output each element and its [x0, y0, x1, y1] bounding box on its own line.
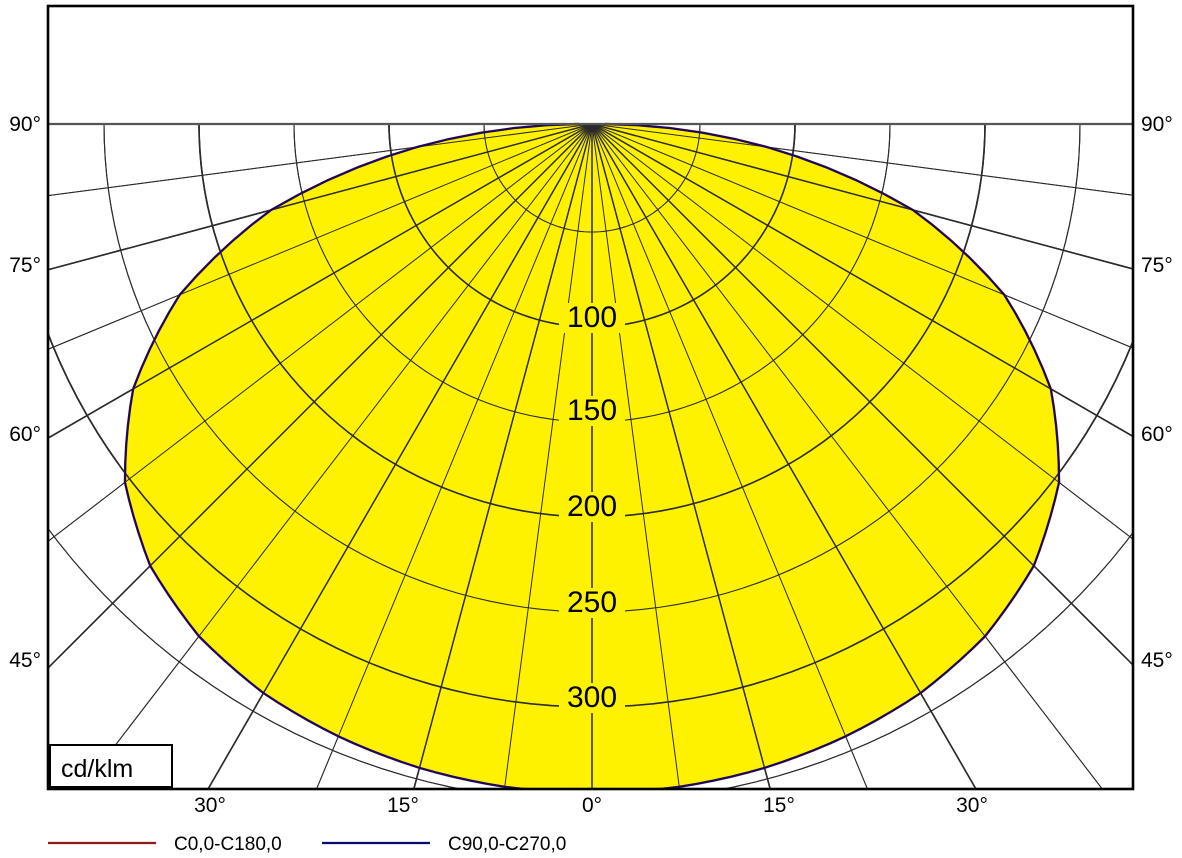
radial-scale-label: 300 — [567, 681, 617, 714]
unit-box-background — [49, 744, 173, 788]
grid-spoke — [48, 123, 593, 271]
grid-spoke — [81, 123, 593, 789]
grid-spoke — [48, 123, 593, 439]
grid-spoke — [316, 123, 593, 789]
left-axis-tick-label: 45° — [9, 649, 41, 672]
grid-spoke — [48, 123, 593, 670]
grid-spoke — [591, 123, 681, 789]
unit-box: cd/klm — [49, 744, 173, 788]
grid-spoke — [591, 123, 1133, 196]
right-axis-tick-label: 75° — [1141, 254, 1173, 277]
right-axis-tick-label: 90° — [1141, 113, 1173, 136]
grid-spoke — [591, 123, 771, 789]
radial-label-backdrop — [559, 396, 625, 426]
grid-spoke — [591, 123, 977, 789]
radial-scale-labels: 100 150 200 250 300 — [559, 301, 625, 714]
radial-label-backdrop — [559, 588, 625, 618]
radial-scale-label: 200 — [567, 490, 617, 523]
plot-frame — [46, 4, 1135, 791]
grid-spoke — [503, 123, 593, 789]
grid-spoke — [48, 123, 593, 197]
legend-entry-label: C90,0-C270,0 — [448, 834, 566, 855]
radial-scale-label: 100 — [567, 301, 617, 334]
grid-spoke — [591, 123, 868, 789]
grid-spoke — [591, 123, 1133, 667]
chart-legend: C0,0-C180,0 C90,0-C270,0 — [48, 834, 566, 855]
radial-label-backdrop — [559, 303, 625, 333]
radial-label-backdrop — [559, 492, 625, 522]
grid-spoke — [591, 123, 1103, 789]
right-axis-tick-label: 45° — [1141, 649, 1173, 672]
grid-spoke — [591, 123, 1133, 349]
bottom-axis-labels: 30° 15° 0° 15° 30° — [194, 794, 988, 817]
distribution-curve — [124, 123, 1060, 789]
left-axis-labels: 90° 75° 60° 45° — [9, 113, 41, 672]
unit-box-label: cd/klm — [61, 755, 133, 783]
grid-spoke — [207, 123, 593, 789]
grid-spoke — [48, 123, 593, 350]
radial-scale-label: 250 — [567, 586, 617, 619]
grid-spoke — [413, 123, 593, 789]
grid-spoke — [591, 123, 1133, 270]
radial-scale-label: 150 — [567, 394, 617, 427]
left-axis-tick-label: 90° — [9, 113, 41, 136]
grid-spoke — [591, 123, 1133, 540]
radial-label-backdrop — [559, 683, 625, 713]
right-axis-labels: 90° 75° 60° 45° — [1141, 113, 1173, 672]
grid-spoke — [48, 123, 593, 543]
right-axis-tick-label: 60° — [1141, 423, 1173, 446]
bottom-axis-tick-label: 30° — [194, 794, 226, 817]
legend-entry-label: C0,0-C180,0 — [174, 834, 282, 855]
grid-spoke — [591, 123, 1133, 438]
bottom-axis-tick-label: 15° — [763, 794, 795, 817]
left-axis-tick-label: 60° — [9, 423, 41, 446]
bottom-axis-tick-label: 30° — [956, 794, 988, 817]
left-axis-tick-label: 75° — [9, 254, 41, 277]
distribution-curves — [123, 122, 1061, 789]
bottom-axis-tick-label: 15° — [387, 794, 419, 817]
bottom-axis-tick-label: 0° — [582, 794, 602, 817]
